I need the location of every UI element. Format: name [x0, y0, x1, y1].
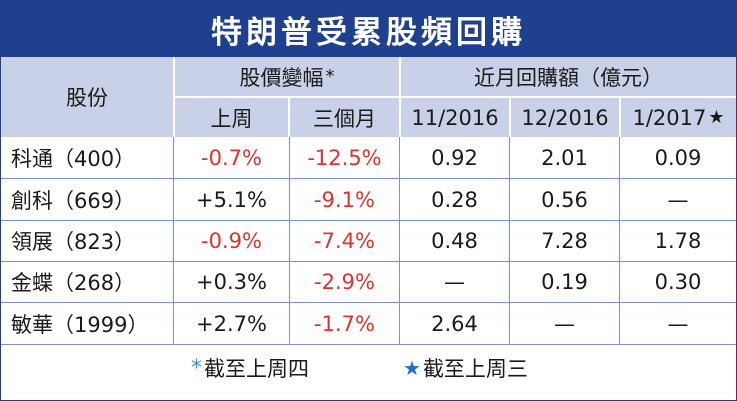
- header-vline: [288, 98, 290, 137]
- asterisk-icon: *: [191, 355, 202, 381]
- row-3m-change: -9.1%: [314, 187, 375, 212]
- header-divider: [173, 96, 736, 98]
- row-buyback-m3: 0.09: [654, 145, 702, 170]
- row-buyback-m2: —: [554, 311, 575, 336]
- footnote-asterisk: * 截至上周四: [191, 353, 309, 383]
- row-buyback-m2: 2.01: [541, 145, 588, 170]
- row-buyback-m1: 2.64: [431, 311, 478, 336]
- header-month-3-label: 1/2017: [632, 105, 707, 130]
- row-divider: [1, 302, 736, 303]
- row-buyback-m1: 0.48: [431, 229, 478, 253]
- header-price-change: 股價變幅 *: [175, 57, 399, 96]
- header-month-2: 12/2016: [521, 105, 609, 130]
- row-3m-change: -7.4%: [314, 229, 375, 253]
- row-divider: [1, 178, 736, 179]
- row-3m-change: -1.7%: [314, 311, 375, 336]
- asterisk-icon: *: [325, 66, 335, 87]
- row-week-change: +0.3%: [196, 270, 267, 294]
- row-week-change: -0.9%: [201, 229, 262, 253]
- row-buyback-m2: 7.28: [541, 229, 588, 253]
- row-week-change: -0.7%: [201, 145, 262, 170]
- header-stock: 股份: [66, 86, 108, 110]
- row-buyback-m2: 0.56: [541, 187, 588, 212]
- footnote-star-text: 截至上周三: [422, 357, 528, 381]
- body-vline: [509, 137, 510, 344]
- row-stock: 敏華（1999）: [11, 312, 149, 337]
- header-last-week: 上周: [210, 106, 253, 131]
- row-stock: 金蝶（268）: [11, 271, 136, 295]
- row-stock: 創科（669）: [11, 188, 136, 213]
- row-week-change: +5.1%: [196, 187, 267, 212]
- row-buyback-m3: 0.30: [654, 270, 702, 294]
- star-icon: ★: [708, 107, 725, 128]
- header-vline: [399, 57, 401, 137]
- row-3m-change: -2.9%: [314, 270, 375, 294]
- row-divider: [1, 261, 736, 262]
- body-vline: [289, 137, 290, 344]
- row-divider: [1, 344, 736, 345]
- header-month-3: 1/2017 ★: [621, 98, 736, 137]
- footnote-star: ★ 截至上周三: [403, 353, 528, 383]
- header-price-change-label: 股價變幅: [239, 65, 324, 90]
- header-month-1: 11/2016: [411, 105, 499, 130]
- row-buyback-m1: —: [444, 270, 465, 294]
- row-buyback-m1: 0.92: [431, 145, 478, 170]
- row-buyback-m2: 0.19: [541, 270, 588, 294]
- row-divider: [1, 220, 736, 221]
- row-stock: 科通（400）: [11, 146, 136, 171]
- row-buyback-m3: —: [667, 311, 689, 336]
- body-vline: [399, 137, 400, 344]
- title-bar: 特朗普受累股頻回購: [1, 1, 736, 57]
- row-stock: 領展（823）: [11, 230, 136, 254]
- table-title: 特朗普受累股頻回購: [211, 14, 526, 51]
- star-icon: ★: [403, 356, 421, 380]
- row-week-change: +2.7%: [196, 311, 267, 336]
- row-buyback-m1: 0.28: [431, 187, 478, 212]
- body-vline: [619, 137, 620, 344]
- header-vline: [173, 57, 175, 137]
- row-3m-change: -12.5%: [307, 145, 382, 170]
- row-buyback-m3: —: [667, 187, 689, 212]
- header-buyback: 近月回購額（億元）: [474, 65, 663, 90]
- body-vline: [173, 137, 174, 344]
- footnote-asterisk-text: 截至上周四: [204, 357, 309, 381]
- header-vline: [619, 98, 621, 137]
- header-three-months: 三個月: [313, 106, 376, 131]
- header-vline: [509, 98, 511, 137]
- row-buyback-m3: 1.78: [654, 229, 702, 253]
